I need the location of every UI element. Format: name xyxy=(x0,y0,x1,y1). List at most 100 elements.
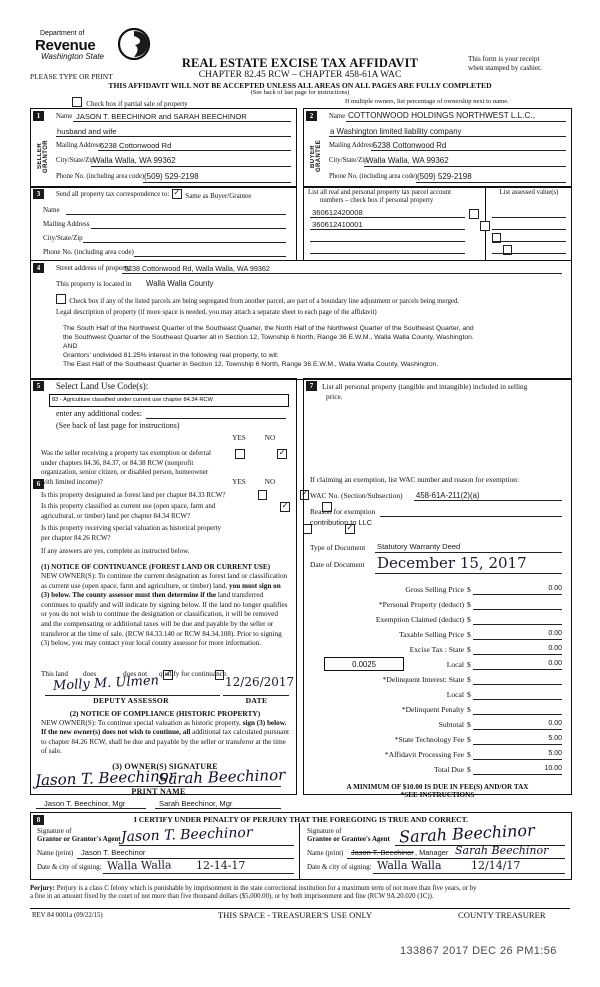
same-as-buyer-box[interactable] xyxy=(172,188,182,199)
buyer-mailing-value[interactable]: 5238 Cottonwood Rd xyxy=(373,141,447,150)
land-use-code-select[interactable]: 83 - Agriculture classified under curren… xyxy=(49,394,289,407)
same-as-buyer-checkbox[interactable]: Same as Buyer/Grantee xyxy=(172,188,251,200)
current-use-yes[interactable] xyxy=(280,501,290,512)
buyer-section: 2 BUYER GRANTEE Name COTTONWOOD HOLDINGS … xyxy=(303,108,572,188)
qualify-prefix: This land xyxy=(41,670,68,678)
tax-value-0[interactable]: 0.00 xyxy=(548,585,562,592)
corr-mailing-label: Mailing Address xyxy=(43,220,90,228)
seller-mailing-label: Mailing Address xyxy=(56,142,102,149)
deputy-assessor-label: DEPUTY ASSESSOR xyxy=(93,696,169,705)
partial-sale-checkbox[interactable]: Check box if partial sale of property xyxy=(72,97,188,108)
street-address-value[interactable]: 5238 Cottonwood Rd, Walla Walla, WA 9936… xyxy=(124,264,270,273)
perjury-line1: Perjury is a class C felony which is pun… xyxy=(56,885,477,892)
parcel-number-1[interactable]: 360612420008 xyxy=(312,208,363,217)
tax-label-3: Taxable Selling Price xyxy=(399,630,464,639)
grantee-name-handwritten[interactable]: Sarah Beechinor xyxy=(455,844,549,857)
buyer-phone-label: Phone No. (including area code) xyxy=(329,173,418,180)
partial-sale-box[interactable] xyxy=(72,97,82,107)
assessed-value-2[interactable] xyxy=(492,229,566,230)
parcel-personal-checkbox-4[interactable] xyxy=(502,245,513,255)
tax-label-7: Local xyxy=(446,690,464,699)
classification-footer-note: If any answers are yes, complete as inst… xyxy=(41,547,190,555)
owner-signature-title: (3) OWNER(S) SIGNATURE xyxy=(112,762,218,771)
historic-valuation-no[interactable] xyxy=(345,523,355,534)
seller-exemption-yes[interactable] xyxy=(235,449,245,459)
deputy-assessor-signature[interactable]: Molly M. Ulmen xyxy=(52,673,160,694)
corr-name-input[interactable] xyxy=(66,214,286,215)
minimum-fee-line2: *SEE INSTRUCTIONS xyxy=(400,791,475,799)
corr-city-label: City/State/Zip xyxy=(43,234,83,242)
grantor-signature[interactable]: Jason T. Beechinor xyxy=(120,824,253,846)
receipt-note-line1: This form is your receipt xyxy=(468,55,540,63)
tax-value-9[interactable]: 0.00 xyxy=(548,720,562,727)
assessed-value-3[interactable] xyxy=(492,241,566,242)
tax-value-10[interactable]: 5.00 xyxy=(548,735,562,742)
seller-phone-value[interactable]: (509) 529-2198 xyxy=(144,172,199,181)
segregation-label: Check box if any of the listed parcels a… xyxy=(69,297,460,305)
county-value[interactable]: Walla Walla County xyxy=(146,279,214,288)
certification-section: 8 I CERTIFY UNDER PENALTY OF PERJURY THA… xyxy=(30,812,572,880)
grantee-signature[interactable]: Sarah Beechinor xyxy=(398,820,536,847)
additional-codes-input[interactable] xyxy=(146,418,286,419)
exemption-reason-value[interactable]: contribution to LLC xyxy=(310,518,373,527)
parcel-personal-checkbox-3[interactable] xyxy=(491,233,502,243)
print-name-right[interactable]: Sarah Beechinor, Mgr xyxy=(159,799,233,808)
yes-header-6: YES xyxy=(232,478,246,486)
corr-city-input[interactable] xyxy=(83,242,286,243)
document-date-value[interactable]: December 15, 2017 xyxy=(377,554,527,572)
grantee-date-city[interactable]: Walla Walla xyxy=(377,859,442,872)
tax-value-4[interactable]: 0.00 xyxy=(548,645,562,652)
seller-name-line2[interactable]: husband and wife xyxy=(57,127,117,136)
grantee-date-value[interactable]: 12/14/17 xyxy=(471,859,521,872)
legal-description-header: Legal description of property (if more s… xyxy=(56,309,377,316)
buyer-vertical-label: BUYER GRANTEE xyxy=(310,139,322,173)
print-name-label: PRINT NAME xyxy=(131,787,186,796)
buyer-phone-value[interactable]: (509) 529-2198 xyxy=(417,172,472,181)
personal-property-input[interactable] xyxy=(324,403,559,463)
seller-mailing-value[interactable]: 5238 Cottonwood Rd xyxy=(100,141,172,150)
print-name-left[interactable]: Jason T. Beechinor, Mgr xyxy=(44,799,126,808)
buyer-name-value[interactable]: COTTONWOOD HOLDINGS NORTHWEST L.L.C., xyxy=(348,111,535,120)
buyer-city-value[interactable]: Walla Walla, WA 99362 xyxy=(366,156,449,165)
assessor-date-value[interactable]: 12/26/2017 xyxy=(225,675,295,689)
seller-exemption-no[interactable] xyxy=(277,448,287,459)
correspondence-title: Send all property tax correspondence to: xyxy=(56,190,170,198)
exemption-claim-header: If claiming an exemption, list WAC numbe… xyxy=(310,475,520,484)
tax-value-11[interactable]: 5.00 xyxy=(548,750,562,757)
personal-property-line2: price. xyxy=(326,392,343,401)
local-rate-field[interactable]: 0.0025 xyxy=(324,657,404,671)
corr-phone-input[interactable] xyxy=(134,256,286,257)
assessed-value-1[interactable] xyxy=(492,217,566,218)
no-header-5: NO xyxy=(264,434,276,442)
grantor-name-value[interactable]: Jason T. Beechinor xyxy=(81,848,146,857)
seller-section: 1 SELLER GRANTOR Name JASON T. BEECHINOR … xyxy=(30,108,297,188)
corr-mailing-input[interactable] xyxy=(91,228,286,229)
parcel-personal-checkbox-2[interactable] xyxy=(480,221,490,231)
segregation-box[interactable] xyxy=(56,294,66,304)
grantee-name-struck: Jason T. Beechinor xyxy=(351,848,414,857)
parcel-number-4[interactable] xyxy=(310,253,465,254)
document-date-label: Date of Document xyxy=(310,560,365,569)
grantor-date-city[interactable]: Walla Walla xyxy=(106,858,172,873)
document-type-value[interactable]: Statutory Warranty Deed xyxy=(377,542,461,551)
seller-name-value[interactable]: JASON T. BEECHINOR and SARAH BEECHINOR xyxy=(76,112,247,121)
forest-land-yes[interactable] xyxy=(257,490,268,500)
buyer-name-line2[interactable]: a Washington limited liability company xyxy=(330,127,462,136)
wac-number-value[interactable]: 458-61A-211(2)(a) xyxy=(416,491,480,500)
seller-city-value[interactable]: Walla Walla, WA 99362 xyxy=(93,156,176,165)
does-not-qualify-checkbox[interactable] xyxy=(214,670,225,680)
forest-land-no[interactable] xyxy=(299,489,310,500)
current-use-no[interactable] xyxy=(322,502,332,512)
section-number-7: 7 xyxy=(306,381,317,391)
segregation-checkbox[interactable]: Check box if any of the listed parcels a… xyxy=(56,294,459,305)
parcel-number-2[interactable]: 360612410001 xyxy=(312,220,363,229)
tax-value-12[interactable]: 10.00 xyxy=(544,765,562,772)
tax-value-3[interactable]: 0.00 xyxy=(548,630,562,637)
parcel-number-3[interactable] xyxy=(310,241,465,242)
grantor-date-value[interactable]: 12-14-17 xyxy=(196,859,246,872)
assessed-value-4[interactable] xyxy=(492,253,566,254)
does-qualify-checkbox[interactable] xyxy=(163,669,173,680)
tax-value-5[interactable]: 0.00 xyxy=(548,660,562,667)
tax-label-5: Local xyxy=(446,660,464,669)
parcel-personal-checkbox-1[interactable] xyxy=(469,209,479,219)
